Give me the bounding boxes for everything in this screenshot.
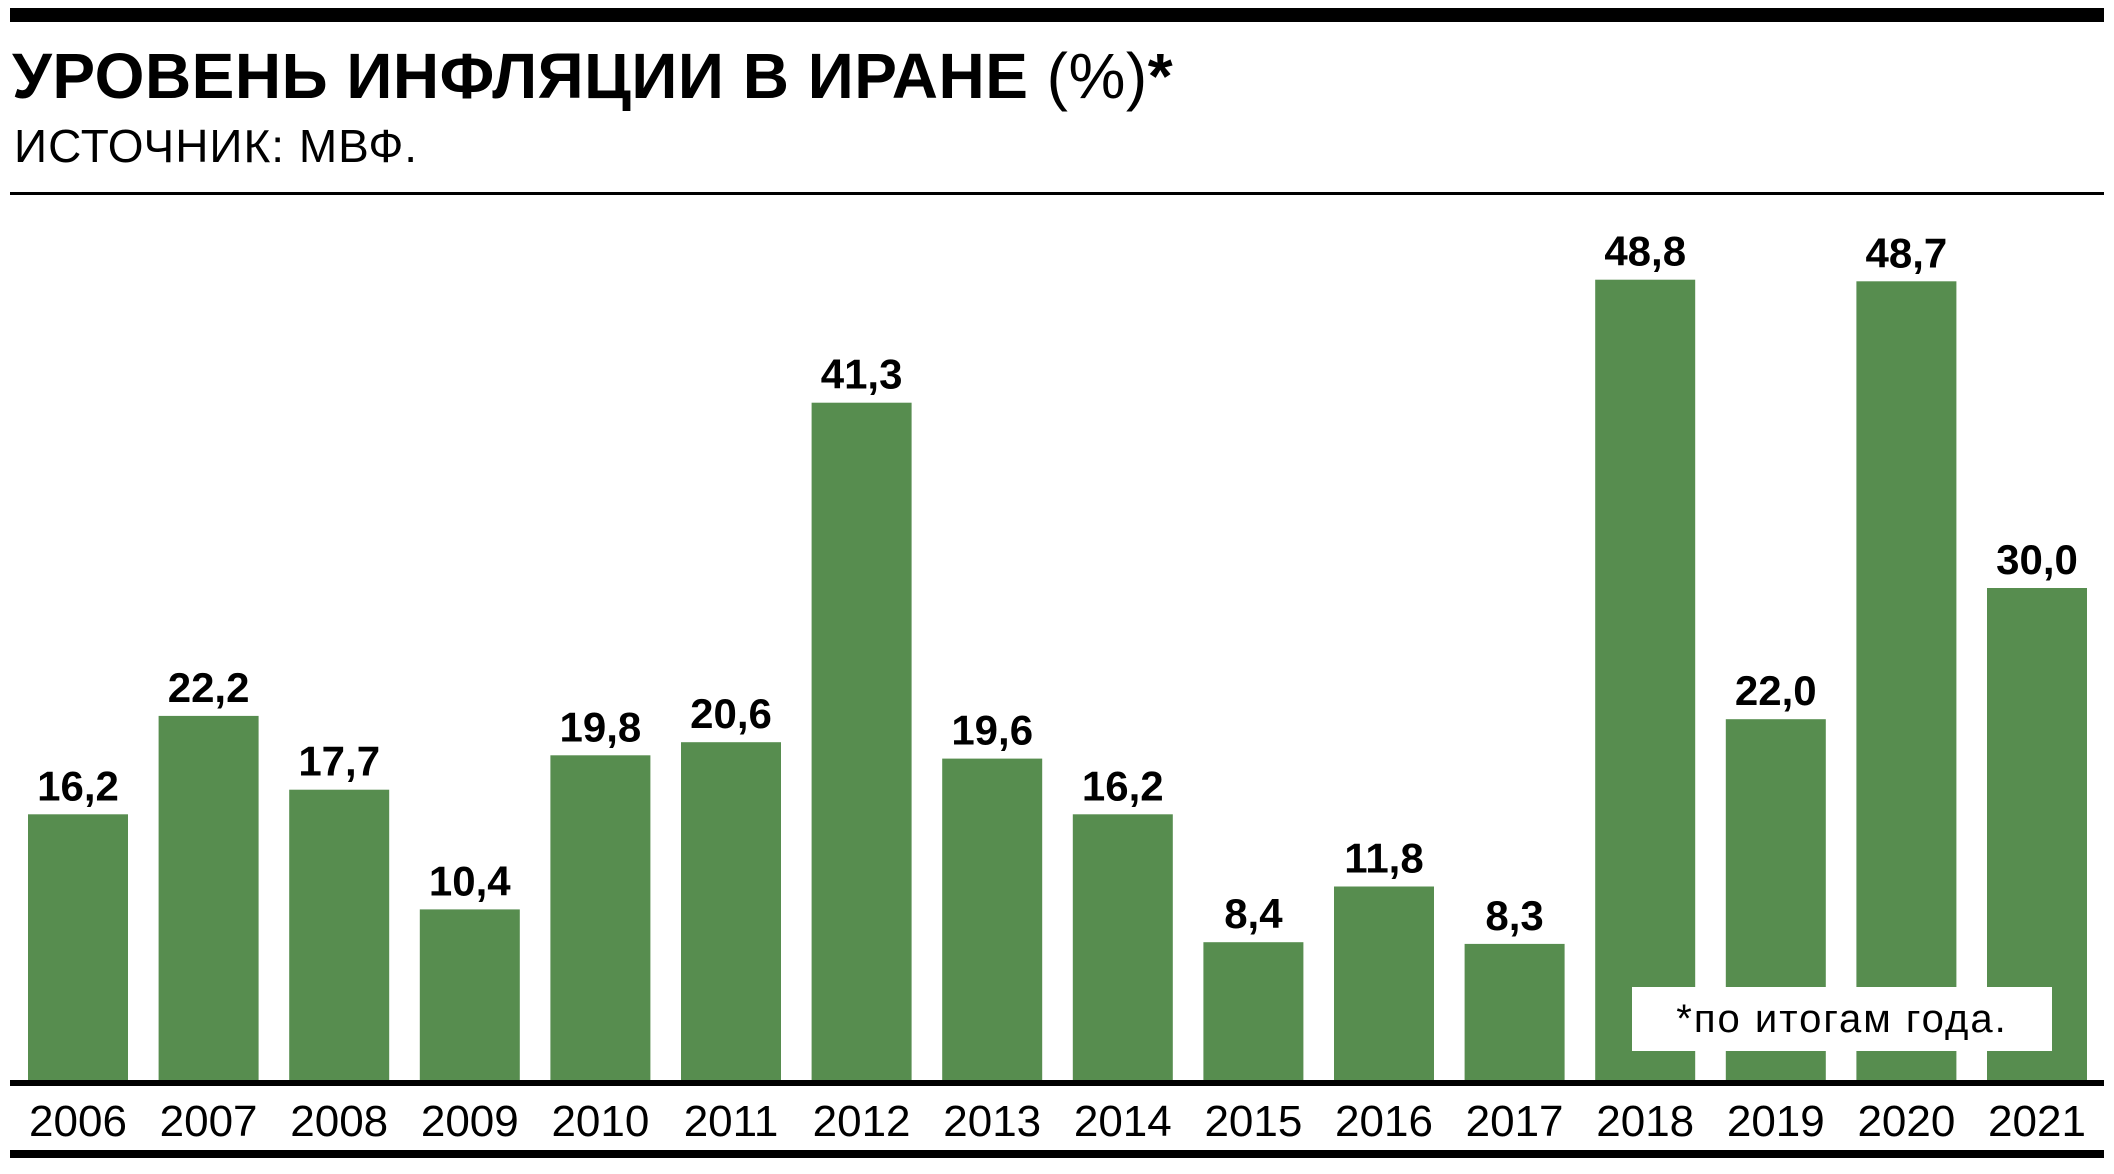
year-label-2020: 2020	[1857, 1097, 1955, 1146]
bar-2020	[1856, 281, 1957, 1080]
year-label-2009: 2009	[421, 1097, 519, 1146]
value-label-2012: 41,3	[821, 351, 903, 398]
bar-2018	[1595, 279, 1696, 1080]
chart-subtitle: ИСТОЧНИК: МВФ.	[14, 120, 419, 172]
bar-2011	[681, 742, 781, 1080]
year-labels-group: 2006 2007 2008 2009 2010 2011 2012 2013 2014 2015…	[29, 1097, 2086, 1146]
header-rule	[10, 192, 2104, 195]
top-rule	[10, 8, 2104, 22]
bar-2010	[550, 755, 651, 1080]
footnote-box: *по итогам года.	[1632, 987, 2052, 1051]
bar-2015	[1203, 942, 1304, 1080]
value-label-2020: 48,7	[1866, 229, 1948, 276]
year-label-2013: 2013	[943, 1097, 1041, 1146]
bars-group	[28, 279, 2087, 1080]
year-label-2007: 2007	[160, 1097, 258, 1146]
year-label-2017: 2017	[1466, 1097, 1564, 1146]
value-label-2014: 16,2	[1082, 762, 1164, 809]
year-label-2008: 2008	[290, 1097, 388, 1146]
year-label-2016: 2016	[1335, 1097, 1433, 1146]
bar-2008	[289, 789, 390, 1080]
value-label-2006: 16,2	[37, 762, 119, 809]
value-label-2015: 8,4	[1224, 890, 1283, 937]
year-label-2018: 2018	[1596, 1097, 1694, 1146]
value-label-2019: 22,0	[1735, 667, 1817, 714]
bottom-rule	[10, 1150, 2104, 1158]
year-label-2010: 2010	[551, 1097, 649, 1146]
bar-2012	[811, 402, 912, 1080]
bar-2009	[419, 909, 520, 1080]
footnote: *по итогам года.	[1676, 996, 2008, 1041]
x-axis-line	[10, 1080, 2104, 1086]
value-label-2011: 20,6	[690, 690, 772, 737]
year-label-2019: 2019	[1727, 1097, 1825, 1146]
year-label-2012: 2012	[813, 1097, 911, 1146]
value-label-2018: 48,8	[1604, 228, 1686, 275]
title-main: УРОВЕНЬ ИНФЛЯЦИИ В ИРАНЕ	[12, 40, 1029, 112]
value-label-2008: 17,7	[298, 738, 380, 785]
value-labels-group: 16,2 22,2 17,7 10,4 19,8 20,6 41,3 19,6 16,2 8,4 1…	[37, 228, 2078, 939]
value-label-2009: 10,4	[429, 857, 511, 904]
year-label-2021: 2021	[1988, 1097, 2086, 1146]
value-label-2017: 8,3	[1485, 892, 1543, 939]
value-label-2010: 19,8	[560, 703, 642, 750]
year-label-2006: 2006	[29, 1097, 127, 1146]
bar-2016	[1334, 886, 1434, 1080]
bar-2014	[1072, 814, 1173, 1080]
title-footnote-marker: *	[1147, 40, 1174, 112]
value-label-2021: 30,0	[1996, 536, 2078, 583]
year-label-2015: 2015	[1204, 1097, 1302, 1146]
chart-title: УРОВЕНЬ ИНФЛЯЦИИ В ИРАНЕ (%)*	[12, 36, 1173, 116]
bar-2006	[28, 814, 128, 1080]
year-label-2011: 2011	[684, 1097, 779, 1146]
year-label-2014: 2014	[1074, 1097, 1172, 1146]
bar-2017	[1464, 943, 1565, 1080]
value-label-2016: 11,8	[1344, 835, 1423, 882]
bar-2013	[942, 758, 1043, 1080]
value-label-2007: 22,2	[168, 664, 250, 711]
title-unit: (%)	[1028, 40, 1148, 112]
value-label-2013: 19,6	[951, 707, 1033, 754]
bar-2007	[158, 715, 259, 1080]
